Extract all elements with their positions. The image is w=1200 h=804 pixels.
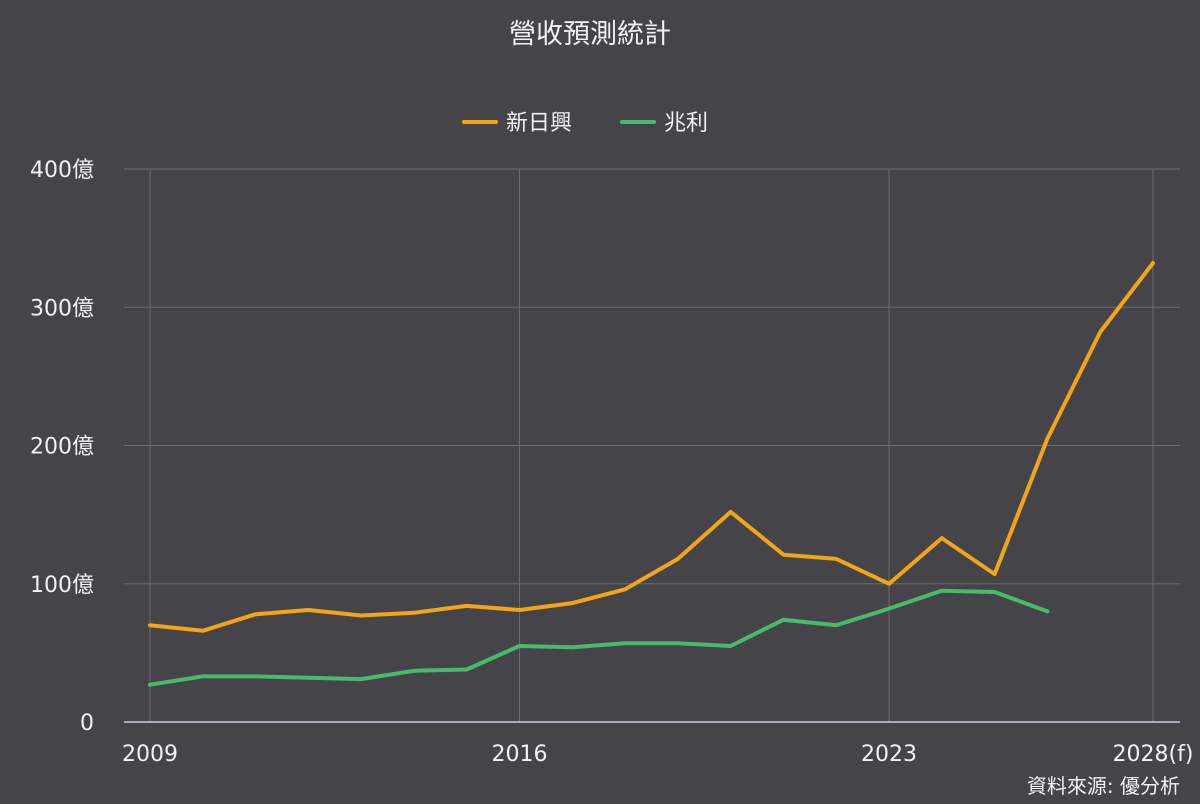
y-tick-label: 400億 xyxy=(30,158,94,183)
y-tick-label: 200億 xyxy=(30,435,94,460)
x-tick-label: 2028(f) xyxy=(1113,742,1194,767)
source-credit: 資料來源: 優分析 xyxy=(1027,774,1180,798)
legend-label-1: 兆利 xyxy=(664,111,708,136)
series-line-0 xyxy=(148,261,1155,633)
legend: 新日興 兆利 xyxy=(462,111,708,136)
grid xyxy=(124,168,1180,722)
axes: 0 100億 200億 300億 400億 2009 2016 2023 2028(f) xyxy=(30,158,1193,767)
y-tick-label: 0 xyxy=(80,711,94,736)
y-tick-label: 100億 xyxy=(30,573,94,598)
x-tick-label: 2009 xyxy=(122,742,178,767)
chart-title: 營收預測統計 xyxy=(509,19,671,50)
series-layer xyxy=(148,261,1155,687)
x-tick-label: 2016 xyxy=(492,742,548,767)
series-line-1 xyxy=(148,588,1050,687)
legend-label-0: 新日興 xyxy=(506,111,572,136)
y-tick-label: 300億 xyxy=(30,296,94,321)
x-tick-label: 2023 xyxy=(861,742,917,767)
